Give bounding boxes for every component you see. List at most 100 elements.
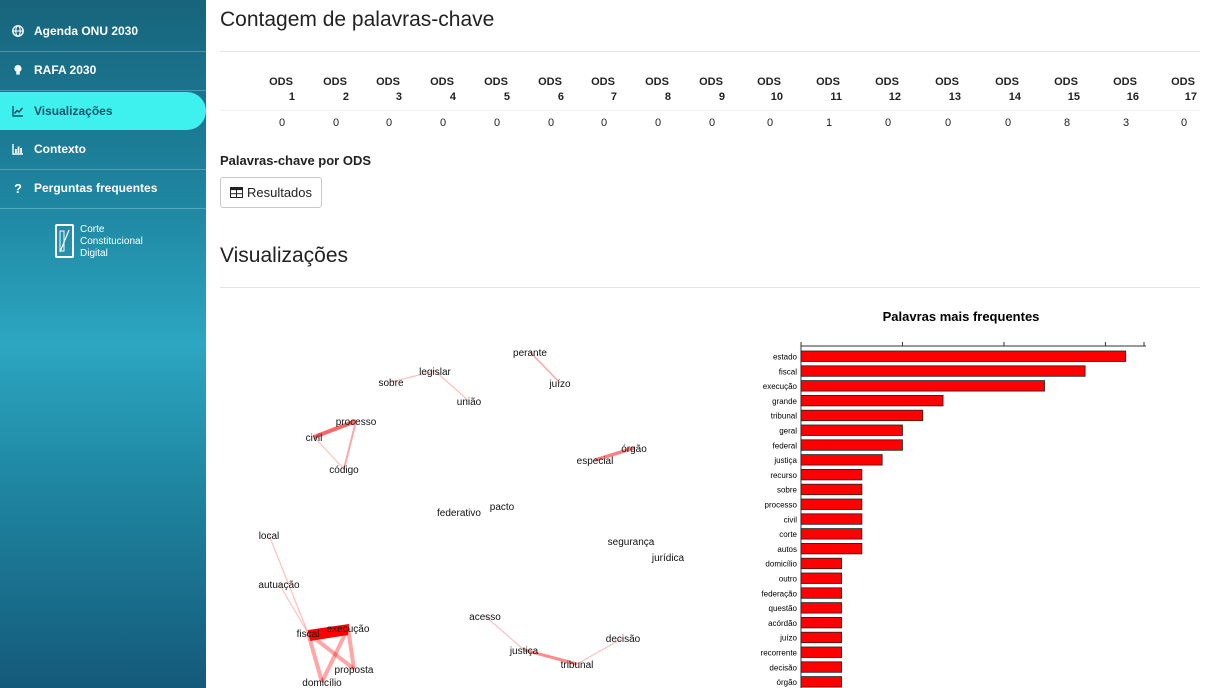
ods-header-number: 11: [830, 91, 842, 103]
network-word-label[interactable]: pacto: [490, 502, 515, 513]
logo-line: Digital: [80, 248, 108, 259]
ods-header-label: ODS: [538, 76, 562, 88]
network-word-label[interactable]: execução: [327, 624, 370, 635]
ods-header-number: 9: [718, 91, 725, 103]
bar-category-label: grande: [772, 397, 797, 406]
ods-header-number: 13: [948, 91, 961, 103]
network-word-label[interactable]: união: [457, 397, 482, 408]
ods-header-number: 15: [1067, 91, 1080, 103]
network-word-label[interactable]: local: [259, 531, 280, 542]
network-word-label[interactable]: proposta: [335, 665, 374, 676]
ods-header-number: 2: [342, 91, 349, 103]
bar-category-label: acórdão: [768, 619, 797, 628]
ods-header-label: ODS: [376, 76, 400, 88]
ods-header-number: 7: [610, 91, 617, 103]
ods-header-number: 17: [1184, 91, 1197, 103]
ods-count-cell: 0: [494, 117, 501, 129]
bar: [800, 616, 842, 629]
nav-agenda-onu[interactable]: Agenda ONU 2030: [0, 12, 206, 50]
network-word-label[interactable]: legislar: [419, 367, 451, 378]
network-word-label[interactable]: sobre: [378, 378, 403, 389]
bar-category-label: geral: [779, 427, 797, 436]
network-edge: [313, 436, 345, 470]
bar: [800, 572, 842, 584]
ods-column-header: ODS 2: [315, 75, 355, 105]
network-word-label[interactable]: especial: [577, 456, 614, 467]
ods-header-label: ODS: [757, 76, 781, 88]
network-word-label[interactable]: segurança: [608, 537, 655, 548]
ods-header-label: ODS: [1054, 76, 1078, 88]
network-word-label[interactable]: decisão: [606, 634, 641, 645]
ods-column-header: ODS 13: [927, 75, 967, 105]
nav-rafa[interactable]: RAFA 2030: [0, 51, 206, 89]
bar-category-label: domicílio: [765, 560, 797, 569]
ods-column-header: ODS 7: [583, 75, 623, 105]
network-word-label[interactable]: federativo: [437, 508, 481, 519]
ods-header-number: 16: [1126, 91, 1139, 103]
ods-header-number: 1: [288, 91, 295, 103]
bar: [800, 676, 842, 688]
network-word-label[interactable]: perante: [513, 348, 547, 359]
ods-header-number: 10: [770, 91, 783, 103]
nav-perguntas-frequentes[interactable]: ? Perguntas frequentes: [0, 169, 206, 207]
network-word-label[interactable]: juízo: [548, 379, 571, 390]
section-title-visualizations: Visualizações: [220, 244, 349, 267]
network-edge: [576, 637, 624, 665]
bar-category-label: recurso: [770, 471, 797, 480]
ods-count-cell: 0: [548, 117, 555, 129]
network-word-label[interactable]: justiça: [509, 646, 539, 657]
network-word-label[interactable]: civil: [306, 433, 323, 444]
bar-category-label: federal: [773, 441, 798, 450]
network-word-label[interactable]: órgão: [621, 444, 647, 455]
question-icon: ?: [14, 180, 22, 196]
bar: [800, 542, 863, 555]
network-edge: [320, 627, 350, 683]
bar-chart-icon: [12, 143, 24, 155]
nav-contexto[interactable]: Contexto: [0, 130, 206, 168]
chart-title: Palavras mais frequentes: [883, 309, 1040, 324]
bar-category-label: decisão: [769, 663, 797, 672]
network-word-label[interactable]: jurídica: [651, 553, 685, 564]
bar: [800, 498, 863, 510]
network-edge: [306, 632, 324, 683]
network-word-label[interactable]: código: [329, 465, 359, 476]
bar: [800, 350, 1127, 362]
bar: [800, 587, 842, 599]
ods-count-cell: 0: [440, 117, 447, 129]
results-button[interactable]: Resultados: [220, 177, 322, 208]
ods-header-label: ODS: [484, 76, 508, 88]
network-word-label[interactable]: fiscal: [297, 629, 320, 640]
bar: [800, 424, 903, 436]
bar: [800, 602, 842, 614]
network-word-label[interactable]: tribunal: [561, 660, 594, 671]
network-edge: [390, 370, 436, 383]
frequent-words-bar-chart: Palavras mais frequentes estado fiscal exec…: [761, 309, 1146, 688]
ods-header-label: ODS: [645, 76, 669, 88]
ods-header-number: 12: [888, 91, 901, 103]
bar: [800, 646, 842, 658]
ods-column-header: ODS 17: [1163, 75, 1203, 105]
network-word-label[interactable]: processo: [336, 417, 377, 428]
ods-header-label: ODS: [816, 76, 840, 88]
ods-count-cell: 1: [826, 117, 833, 129]
main-content: Contagem de palavras-chave ODS 1 0 ODS 2 0 ODS…: [206, 0, 1212, 688]
network-word-label[interactable]: domicílio: [302, 678, 342, 688]
ods-column-header: ODS 6: [530, 75, 570, 105]
ods-column-header: ODS 10: [749, 75, 789, 105]
network-word-label[interactable]: acesso: [469, 612, 501, 623]
bar-category-label: autos: [777, 545, 797, 554]
table-header-divider: [220, 110, 1200, 111]
nav-visualizacoes[interactable]: Visualizações: [0, 92, 206, 130]
network-word-label[interactable]: autuação: [258, 580, 300, 591]
ods-count-cell: 0: [279, 117, 286, 129]
bar-category-label: outro: [779, 575, 798, 584]
ods-count-cell: 3: [1123, 117, 1130, 129]
network-edge: [523, 648, 578, 666]
word-network-graph[interactable]: perante juízo legislar sobre união processo ci…: [220, 300, 720, 688]
ods-header-number: 4: [449, 91, 456, 103]
ods-header-label: ODS: [591, 76, 615, 88]
bar: [800, 468, 863, 481]
bar: [800, 513, 863, 525]
corte-constitucional-digital-logo[interactable]: Corte Constitucional Digital: [55, 224, 143, 260]
bar: [800, 365, 1086, 377]
